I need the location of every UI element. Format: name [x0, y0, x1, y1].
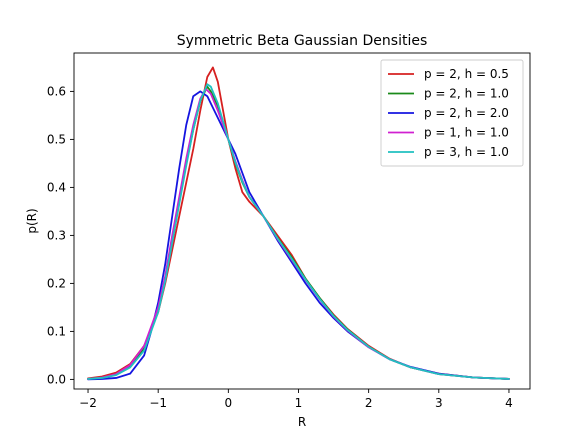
y-tick-label: 0.0	[47, 372, 66, 386]
y-tick-label: 0.2	[47, 276, 66, 290]
x-tick-label: −1	[149, 396, 167, 410]
legend-entry-label: p = 1, h = 1.0	[424, 126, 509, 140]
y-tick-label: 0.1	[47, 324, 66, 338]
y-tick-label: 0.6	[47, 84, 66, 98]
y-tick-label: 0.3	[47, 228, 66, 242]
plot-frame	[73, 52, 531, 390]
y-axis-label: p(R)	[25, 208, 39, 233]
x-axis-ticks: −2 −1 0 1 2 3 4	[79, 389, 513, 410]
legend: p = 2, h = 0.5 p = 2, h = 1.0 p = 2, h = 2…	[380, 59, 524, 167]
series-line-5	[87, 83, 510, 380]
chart-title: Symmetric Beta Gaussian Densities	[177, 33, 428, 49]
x-tick-label: 3	[435, 396, 443, 410]
y-axis-ticks: 0.0 0.1 0.2 0.3 0.4 0.5 0.6	[47, 84, 74, 386]
x-tick-label: 4	[505, 396, 513, 410]
y-tick-label: 0.4	[47, 180, 66, 194]
legend-entry-label: p = 2, h = 2.0	[424, 106, 509, 120]
x-tick-label: 1	[295, 396, 303, 410]
legend-entry-label: p = 3, h = 1.0	[424, 145, 509, 159]
series-layer	[87, 66, 510, 381]
legend-entry-label: p = 2, h = 0.5	[424, 67, 509, 81]
legend-box	[380, 59, 524, 167]
x-axis-label: R	[298, 415, 306, 429]
x-tick-label: 2	[365, 396, 373, 410]
x-tick-label: 0	[225, 396, 233, 410]
legend-entry-label: p = 2, h = 1.0	[424, 87, 509, 101]
y-tick-label: 0.5	[47, 132, 66, 146]
x-tick-label: −2	[79, 396, 97, 410]
